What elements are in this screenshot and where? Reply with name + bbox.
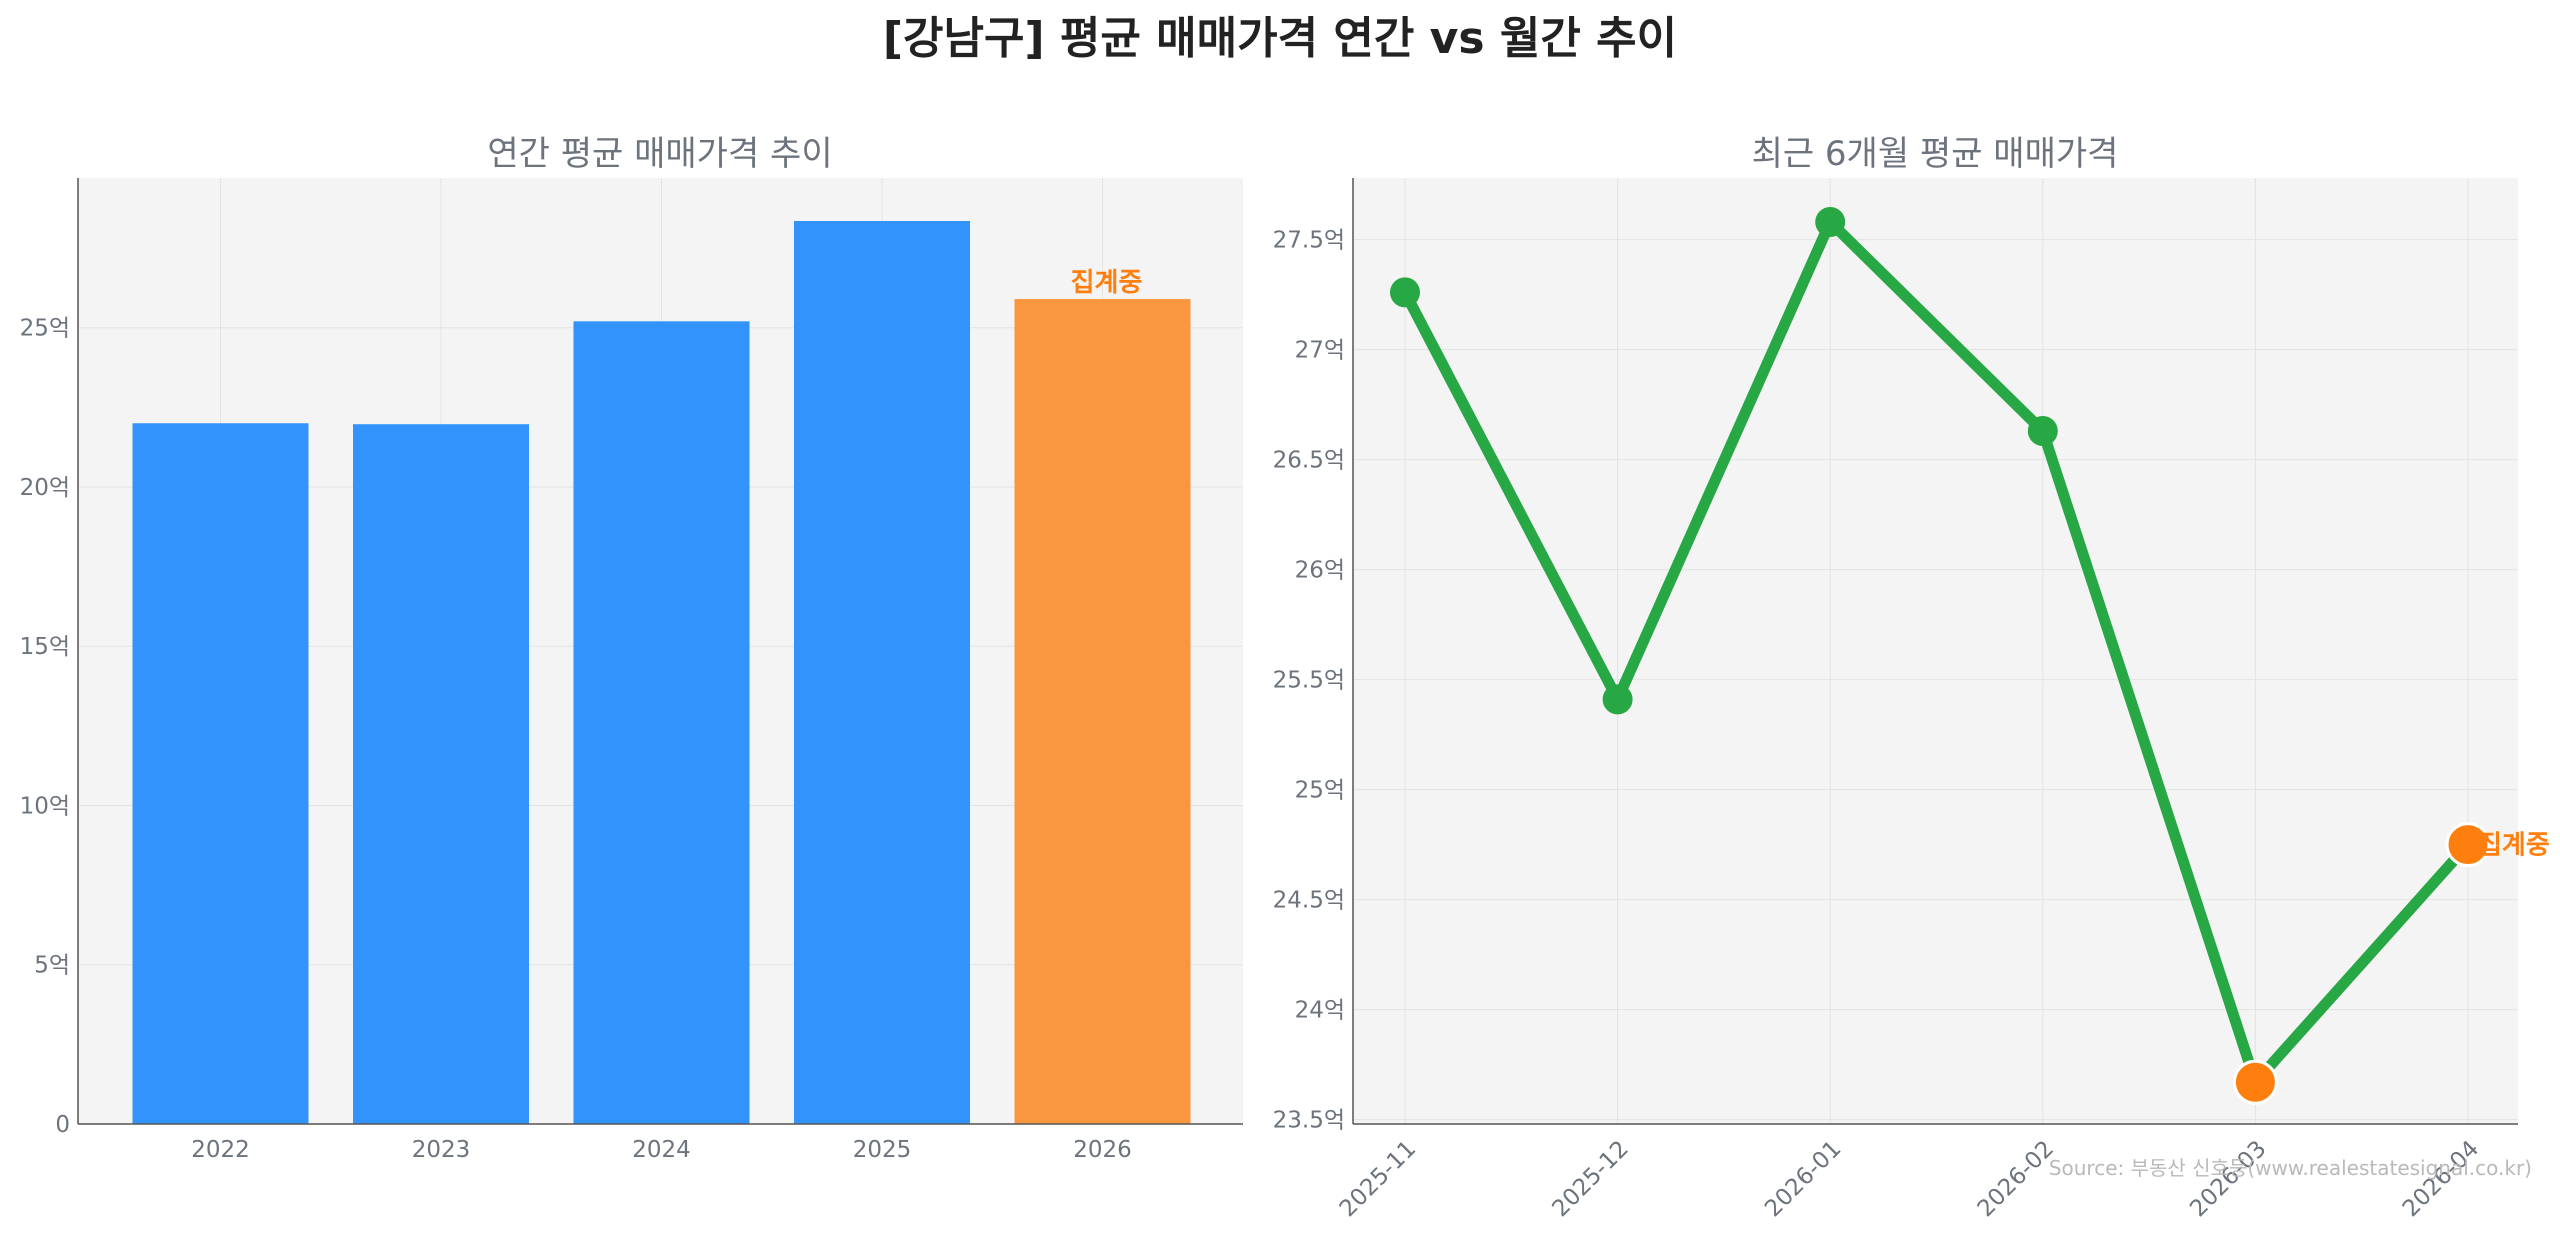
monthly-x-tick-label: 2026-01 — [1760, 1136, 1846, 1222]
monthly-x-tick-label: 2026-02 — [1973, 1136, 2059, 1222]
annual-x-tick-label: 2026 — [1073, 1137, 1132, 1163]
source-credit: Source: 부동산 신호등(www.realestatesignal.co.… — [2049, 1156, 2532, 1180]
monthly-x-tick-label: 2025-12 — [1547, 1136, 1633, 1222]
monthly-y-tick-label: 26.5억 — [1273, 448, 1345, 474]
monthly-y-tick-label: 27.5억 — [1273, 228, 1345, 254]
monthly-point-2026-02 — [2027, 416, 2058, 446]
annual-y-tick-label: 5억 — [34, 953, 70, 979]
annual-bar-2022 — [132, 423, 309, 1124]
annual-x-tick-label: 2025 — [853, 1137, 912, 1163]
monthly-x-tick-label: 2025-11 — [1335, 1136, 1421, 1222]
annual-x-tick-label: 2024 — [632, 1137, 691, 1163]
annual-y-tick-label: 10억 — [20, 793, 70, 819]
annual-x-tick-label: 2023 — [412, 1137, 471, 1163]
monthly-y-tick-label: 25.5억 — [1273, 668, 1345, 694]
monthly-point-2025-12 — [1602, 684, 1633, 715]
annual-y-tick-label: 20억 — [20, 475, 70, 501]
monthly-y-tick-label: 26억 — [1295, 558, 1345, 584]
monthly-point-2025-11 — [1390, 277, 1420, 308]
annual-y-tick-label: 0 — [55, 1112, 70, 1138]
monthly-price-panel: 23.5억 24억 24.5억 25억 25.5억 26억 26.5억 27억 27.5억 20… — [1273, 134, 2550, 1222]
monthly-y-tick-label: 27억 — [1295, 338, 1345, 364]
annual-bar-2023 — [353, 424, 529, 1124]
annual-bar-2025 — [794, 221, 970, 1124]
annual-y-ticks: 0 5억 10억 15억 20억 25억 — [20, 316, 70, 1138]
monthly-plot-area — [1353, 178, 2518, 1124]
annual-price-panel: 0 5억 10억 15억 20억 25억 2022 2023 2024 2025 2026 연간 … — [20, 134, 1243, 1163]
monthly-price-series-line — [1399, 212, 2474, 1093]
annual-x-tick-label: 2022 — [191, 1137, 250, 1163]
monthly-point-2026-01 — [1815, 207, 1846, 237]
annual-x-ticks: 2022 2023 2024 2025 2026 — [191, 1137, 1132, 1163]
figure-title: [강남구] 평균 매매가격 연간 vs 월간 추이 — [882, 13, 1678, 64]
monthly-point-2026-03 — [2232, 1059, 2278, 1105]
annual-chart-title: 연간 평균 매매가격 추이 — [487, 134, 832, 174]
annual-y-tick-label: 25억 — [20, 316, 70, 342]
monthly-y-tick-label: 25억 — [1295, 778, 1345, 804]
annual-in-progress-label: 집계중 — [1071, 268, 1143, 298]
annual-y-tick-label: 15억 — [20, 634, 70, 660]
monthly-y-tick-label: 23.5억 — [1273, 1108, 1345, 1134]
monthly-chart-title: 최근 6개월 평균 매매가격 — [1752, 134, 2119, 174]
monthly-y-tick-label: 24억 — [1295, 998, 1345, 1024]
monthly-in-progress-label: 집계중 — [2478, 831, 2550, 861]
annual-bars — [132, 221, 1191, 1124]
monthly-y-tick-label: 24.5억 — [1273, 888, 1345, 914]
monthly-point-2026-04 — [2445, 822, 2491, 868]
monthly-line — [1390, 207, 2491, 1105]
annual-bar-2026 — [1014, 299, 1191, 1124]
annual-bar-2024 — [573, 321, 750, 1124]
monthly-y-ticks: 23.5억 24억 24.5억 25억 25.5억 26억 26.5억 27억 27.5억 — [1273, 228, 1345, 1134]
